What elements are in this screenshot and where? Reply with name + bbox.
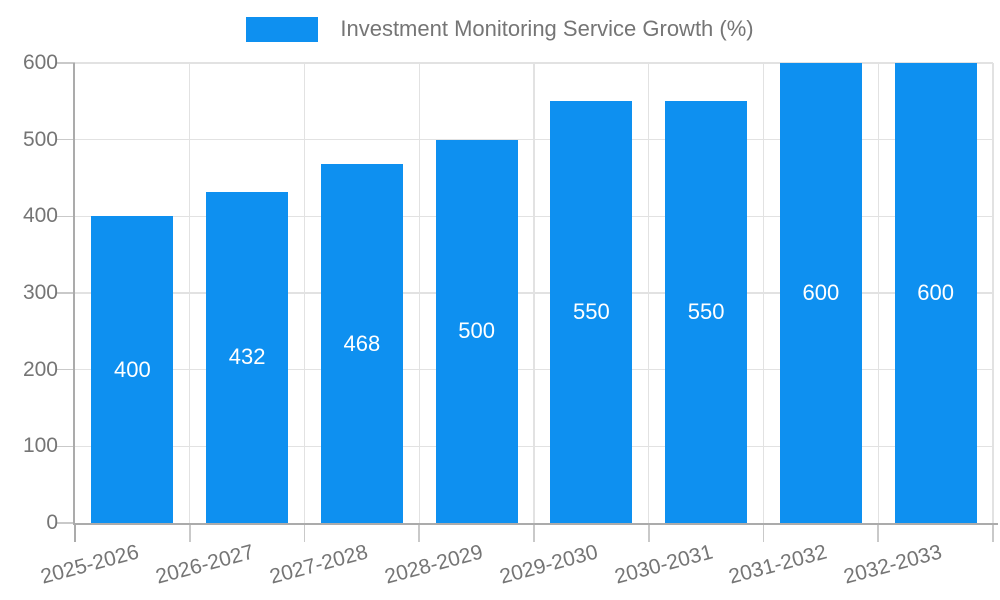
x-axis-tick <box>762 523 765 542</box>
bar-value-label: 432 <box>228 344 266 370</box>
bar-2030-2031[interactable] <box>665 101 748 523</box>
legend-label[interactable]: Investment Monitoring Service Growth (%) <box>340 16 754 41</box>
v-gridline <box>303 63 306 523</box>
v-gridline <box>418 63 420 523</box>
bar-value-label: 400 <box>114 356 151 382</box>
x-axis-category-label: 2031-2032 <box>726 540 830 589</box>
y-axis-tick-label: 500 <box>22 127 58 151</box>
y-axis-tick-label: 600 <box>22 51 58 74</box>
v-gridline <box>648 63 650 523</box>
y-axis-tick <box>57 215 75 218</box>
legend-swatch[interactable] <box>246 16 319 42</box>
y-axis-tick <box>57 62 75 64</box>
y-axis-tick <box>57 138 75 141</box>
x-axis-tick <box>418 523 421 542</box>
x-axis-category-label: 2028-2029 <box>382 540 486 589</box>
y-axis-tick-label: 100 <box>22 434 58 458</box>
v-gridline <box>992 63 994 523</box>
bar-value-label: 500 <box>458 318 495 344</box>
x-axis-category-label: 2027-2028 <box>267 540 371 589</box>
y-axis-tick-label: 0 <box>46 511 58 534</box>
bar-value-label: 600 <box>802 280 840 305</box>
bar-value-label: 550 <box>687 299 725 325</box>
y-axis-tick-label: 300 <box>22 281 58 304</box>
x-axis-category-label: 2032-2033 <box>841 540 945 589</box>
bar-2032-2033[interactable] <box>894 63 977 523</box>
x-axis-line <box>73 523 998 525</box>
y-axis-tick <box>57 292 75 294</box>
x-axis-category-label: 2025-2026 <box>38 540 142 589</box>
bar-2028-2029[interactable] <box>435 139 518 523</box>
x-axis-category-label: 2030-2031 <box>612 540 715 589</box>
x-axis-tick <box>877 523 880 542</box>
bar-value-label: 468 <box>343 330 381 356</box>
v-gridline <box>877 63 879 523</box>
bar-2025-2026[interactable] <box>91 216 174 523</box>
h-gridline <box>75 62 993 64</box>
bar-value-label: 600 <box>917 280 954 305</box>
y-axis-tick <box>57 445 75 448</box>
bar-2027-2028[interactable] <box>320 164 403 523</box>
v-gridline <box>533 63 535 523</box>
v-gridline <box>189 63 191 523</box>
bar-2031-2032[interactable] <box>779 63 862 523</box>
bar-2026-2027[interactable] <box>206 191 289 523</box>
y-axis-tick-label: 200 <box>22 357 58 381</box>
x-axis-tick <box>533 523 535 542</box>
y-axis-tick-label: 400 <box>22 204 58 228</box>
x-axis-category-label: 2026-2027 <box>153 540 256 589</box>
x-axis-tick <box>647 523 650 542</box>
v-gridline <box>762 63 765 523</box>
chart-legend: Investment Monitoring Service Growth (%) <box>0 16 1000 42</box>
x-axis-tick <box>188 523 191 542</box>
x-axis-category-label: 2029-2030 <box>497 540 601 589</box>
bar-value-label: 550 <box>573 299 610 325</box>
bar-2029-2030[interactable] <box>550 101 633 523</box>
x-axis-tick <box>303 523 306 542</box>
x-axis-tick <box>74 523 76 542</box>
y-axis-tick <box>57 522 75 524</box>
y-axis-tick <box>57 368 75 371</box>
y-axis-line <box>73 63 75 523</box>
x-axis-tick <box>992 523 994 542</box>
